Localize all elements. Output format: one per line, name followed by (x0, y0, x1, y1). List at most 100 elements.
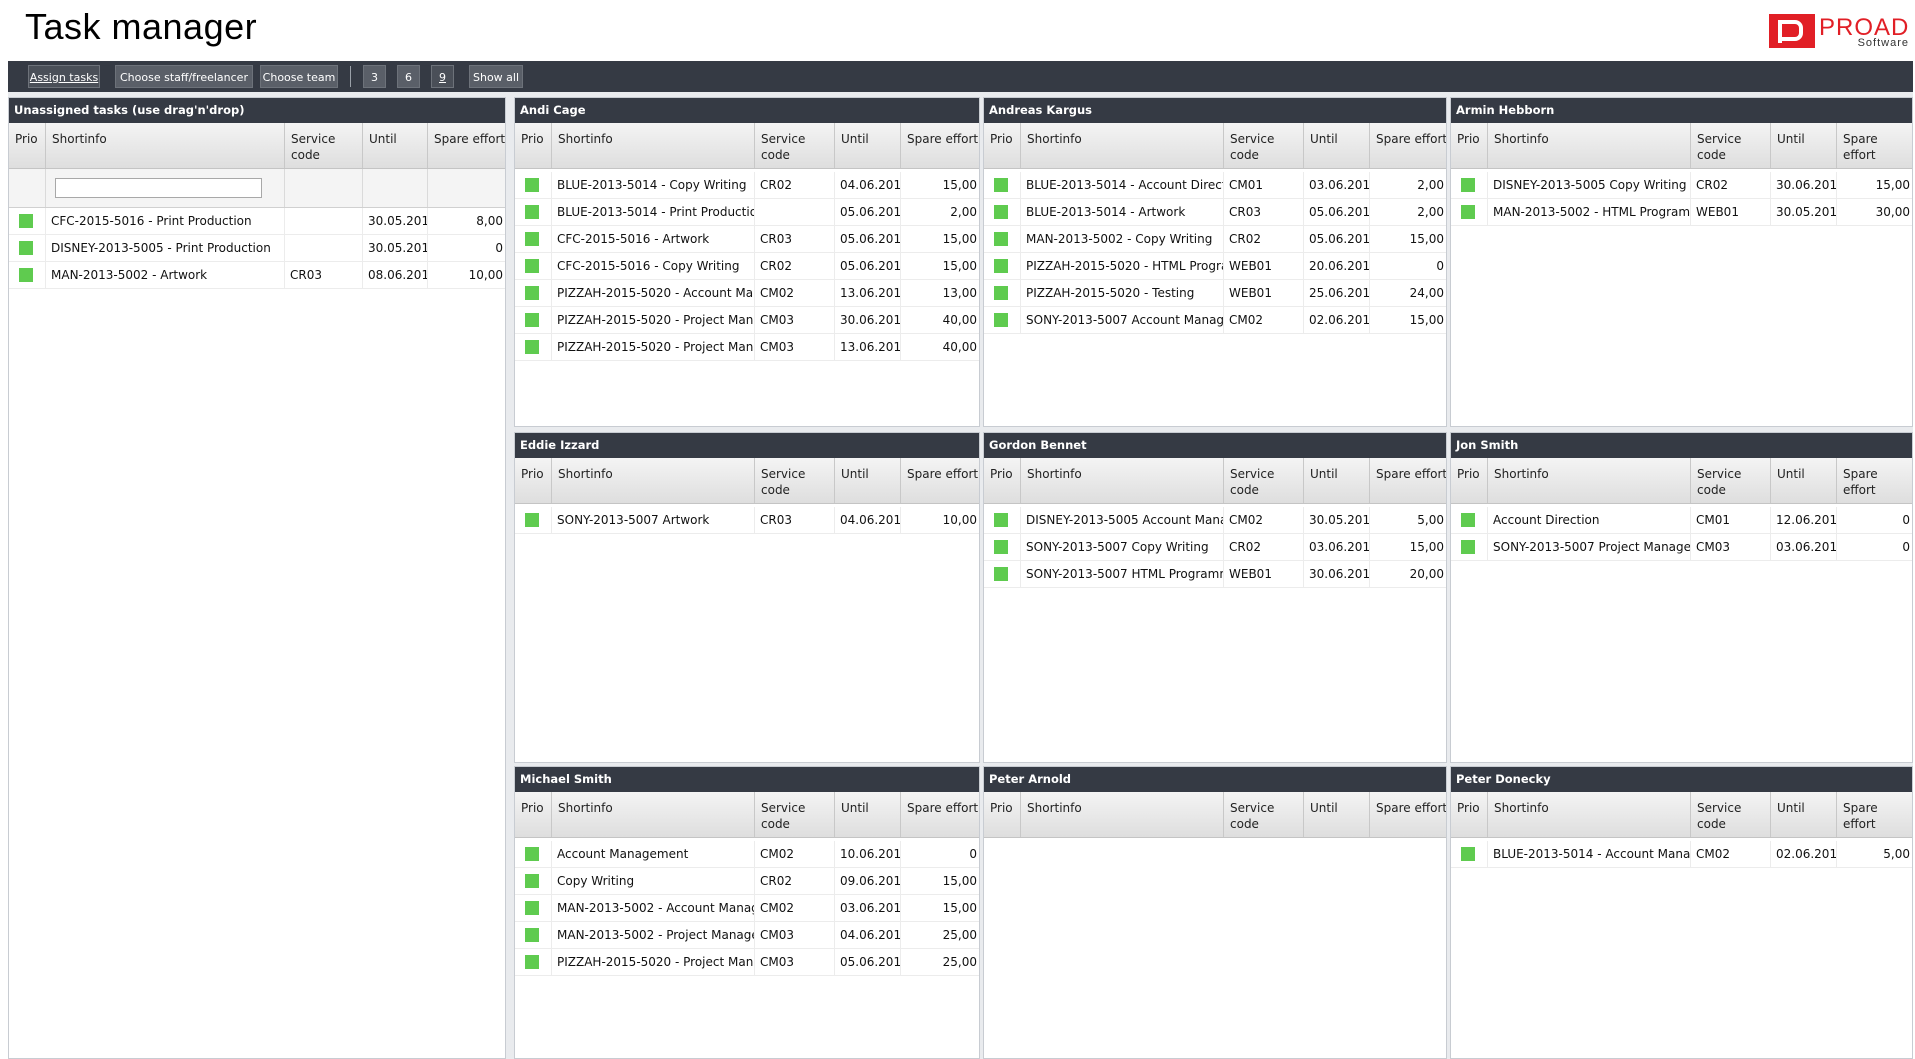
col-until[interactable]: Until (835, 123, 901, 168)
task-row[interactable]: SONY-2013-5007 HTML ProgrammingWEB0130.0… (984, 561, 1446, 588)
task-row[interactable]: MAN-2013-5002 - Copy Writing CR02 05.06.20… (984, 226, 1446, 253)
col-spare-effort[interactable]: Spare effort (428, 123, 505, 168)
col-service-code[interactable]: Service code (1691, 123, 1771, 168)
col-prio[interactable]: Prio (984, 792, 1021, 837)
col-shortinfo[interactable]: Shortinfo (1021, 458, 1224, 503)
task-row[interactable]: BLUE-2013-5014 - Account Direction CM01 03… (984, 172, 1446, 199)
until-cell: 04.06.2015 (835, 922, 901, 948)
col-service-code[interactable]: Service code (755, 792, 835, 837)
col-until[interactable]: Until (835, 792, 901, 837)
task-row[interactable]: PIZZAH-2015-5020 - Account ManagementCM0… (515, 280, 979, 307)
until-cell: 05.06.2015 (835, 226, 901, 252)
shortinfo-filter-input[interactable] (55, 178, 262, 198)
col-shortinfo[interactable]: Shortinfo (1488, 458, 1691, 503)
col-spare-effort[interactable]: Spare effort (907, 467, 979, 481)
spare-effort-cell: 25,00 (942, 955, 977, 969)
task-row[interactable]: MAN-2013-5002 - Project ManagementCM0304… (515, 922, 979, 949)
prio-cell (515, 868, 552, 894)
task-row[interactable]: DISNEY-2013-5005 Account ManagementCM023… (984, 507, 1446, 534)
layout-6-button[interactable]: 6 (397, 65, 420, 88)
col-until[interactable]: Until (1771, 458, 1837, 503)
task-row[interactable]: PIZZAH-2015-5020 - Project ManagementCM0… (515, 307, 979, 334)
task-row[interactable]: CFC-2015-5016 - Copy Writing CR02 05.06.20… (515, 253, 979, 280)
col-spare-effort[interactable]: Spare effort (907, 801, 979, 815)
col-spare-effort[interactable]: Spare effort (1843, 801, 1878, 831)
task-row[interactable]: BLUE-2013-5014 - Copy Writing CR02 04.06.2… (515, 172, 979, 199)
col-service-code[interactable]: Service code (1691, 458, 1771, 503)
col-shortinfo[interactable]: Shortinfo (1488, 792, 1691, 837)
service-code-cell: CR02 (1224, 226, 1304, 252)
task-row[interactable]: PIZZAH-2015-5020 - Project ManagementCM0… (515, 334, 979, 361)
assign-tasks-button[interactable]: Assign tasks (28, 65, 100, 88)
service-code-cell (285, 235, 363, 261)
col-prio[interactable]: Prio (515, 792, 552, 837)
col-prio[interactable]: Prio (9, 123, 46, 168)
task-row[interactable]: CFC-2015-5016 - Print Production 30.05.20… (9, 208, 505, 235)
col-shortinfo[interactable]: Shortinfo (552, 792, 755, 837)
task-row[interactable]: PIZZAH-2015-5020 - Testing WEB01 25.06.201… (984, 280, 1446, 307)
task-row[interactable]: SONY-2013-5007 Project ManagementCM0303.… (1451, 534, 1912, 561)
col-service-code[interactable]: Service code (755, 123, 835, 168)
col-prio[interactable]: Prio (1451, 123, 1488, 168)
layout-3-button[interactable]: 3 (363, 65, 386, 88)
col-until[interactable]: Until (1304, 792, 1370, 837)
col-service-code[interactable]: Service code (1224, 792, 1304, 837)
task-list: Account DirectionCM0112.06.20150SONY-201… (1451, 504, 1912, 561)
task-row[interactable]: DISNEY-2013-5005 - Print Production 30.05… (9, 235, 505, 262)
col-shortinfo[interactable]: Shortinfo (46, 123, 285, 168)
col-until[interactable]: Until (363, 123, 428, 168)
choose-staff-button[interactable]: Choose staff/freelancer (115, 65, 253, 88)
col-spare-effort[interactable]: Spare effort (1376, 801, 1447, 815)
task-row[interactable]: MAN-2013-5002 - HTML ProgrammingWEB0130.… (1451, 199, 1912, 226)
col-until[interactable]: Until (835, 458, 901, 503)
task-row[interactable]: SONY-2013-5007 Copy Writing CR02 03.06.201… (984, 534, 1446, 561)
col-service-code[interactable]: Service code (1224, 123, 1304, 168)
col-prio[interactable]: Prio (1451, 458, 1488, 503)
layout-9-button[interactable]: 9 (431, 65, 454, 88)
col-until[interactable]: Until (1771, 123, 1837, 168)
col-prio[interactable]: Prio (515, 458, 552, 503)
service-code-cell: CM03 (755, 334, 835, 360)
col-prio[interactable]: Prio (1451, 792, 1488, 837)
task-row[interactable]: SONY-2013-5007 Account ManagementCM0202.… (984, 307, 1446, 334)
col-prio[interactable]: Prio (984, 123, 1021, 168)
col-service-code[interactable]: Service code (1691, 792, 1771, 837)
col-shortinfo[interactable]: Shortinfo (552, 458, 755, 503)
choose-team-button[interactable]: Choose team (260, 65, 338, 88)
col-until[interactable]: Until (1771, 792, 1837, 837)
task-row[interactable]: BLUE-2013-5014 - Account ManagementCM020… (1451, 841, 1912, 868)
task-row[interactable]: PIZZAH-2015-5020 - Project ManagementCM0… (515, 949, 979, 976)
col-until[interactable]: Until (1304, 458, 1370, 503)
priority-indicator-icon (525, 259, 539, 273)
col-spare-effort[interactable]: Spare effort (1843, 132, 1878, 162)
col-service-code[interactable]: Service code (1224, 458, 1304, 503)
col-spare-effort[interactable]: Spare effort (1843, 467, 1878, 497)
task-row[interactable]: PIZZAH-2015-5020 - HTML ProgrammingWEB01… (984, 253, 1446, 280)
col-shortinfo[interactable]: Shortinfo (1488, 123, 1691, 168)
col-until[interactable]: Until (1304, 123, 1370, 168)
col-spare-effort[interactable]: Spare effort (1376, 467, 1447, 481)
col-spare-effort[interactable]: Spare effort (907, 132, 979, 146)
until-cell: 30.06.2015 (1771, 172, 1837, 198)
col-shortinfo[interactable]: Shortinfo (552, 123, 755, 168)
col-shortinfo[interactable]: Shortinfo (1021, 123, 1224, 168)
col-prio[interactable]: Prio (984, 458, 1021, 503)
col-spare-effort[interactable]: Spare effort (1376, 132, 1447, 146)
col-service-code[interactable]: Service code (285, 123, 363, 168)
staff-panel: Jon Smith Prio Shortinfo Service code Until S… (1450, 432, 1913, 763)
staff-panel: Gordon Bennet Prio Shortinfo Service code Un… (983, 432, 1447, 763)
task-row[interactable]: MAN-2013-5002 - Account ManagementCM0203… (515, 895, 979, 922)
col-shortinfo[interactable]: Shortinfo (1021, 792, 1224, 837)
task-row[interactable]: BLUE-2013-5014 - Print Production 05.06.2… (515, 199, 979, 226)
col-service-code[interactable]: Service code (755, 458, 835, 503)
task-row[interactable]: DISNEY-2013-5005 Copy Writing CR02 30.06.2… (1451, 172, 1912, 199)
col-prio[interactable]: Prio (515, 123, 552, 168)
show-all-button[interactable]: Show all (469, 65, 523, 88)
